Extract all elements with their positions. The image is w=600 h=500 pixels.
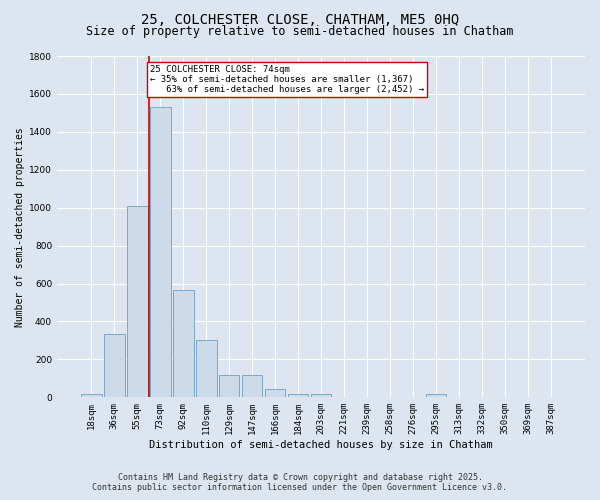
- Bar: [265, 389, 286, 398]
- Text: Contains HM Land Registry data © Crown copyright and database right 2025.
Contai: Contains HM Land Registry data © Crown c…: [92, 473, 508, 492]
- Y-axis label: Number of semi-detached properties: Number of semi-detached properties: [15, 127, 25, 326]
- Text: 25 COLCHESTER CLOSE: 74sqm
← 35% of semi-detached houses are smaller (1,367)
   : 25 COLCHESTER CLOSE: 74sqm ← 35% of semi…: [150, 64, 424, 94]
- Bar: [81, 394, 101, 398]
- Bar: [311, 394, 331, 398]
- Bar: [150, 107, 170, 398]
- Bar: [242, 374, 262, 398]
- Text: 25, COLCHESTER CLOSE, CHATHAM, ME5 0HQ: 25, COLCHESTER CLOSE, CHATHAM, ME5 0HQ: [141, 12, 459, 26]
- Bar: [219, 374, 239, 398]
- Bar: [288, 394, 308, 398]
- Bar: [127, 206, 148, 398]
- Bar: [173, 290, 194, 398]
- Text: Size of property relative to semi-detached houses in Chatham: Size of property relative to semi-detach…: [86, 25, 514, 38]
- Bar: [104, 334, 125, 398]
- Bar: [196, 340, 217, 398]
- Bar: [425, 394, 446, 398]
- X-axis label: Distribution of semi-detached houses by size in Chatham: Distribution of semi-detached houses by …: [149, 440, 493, 450]
